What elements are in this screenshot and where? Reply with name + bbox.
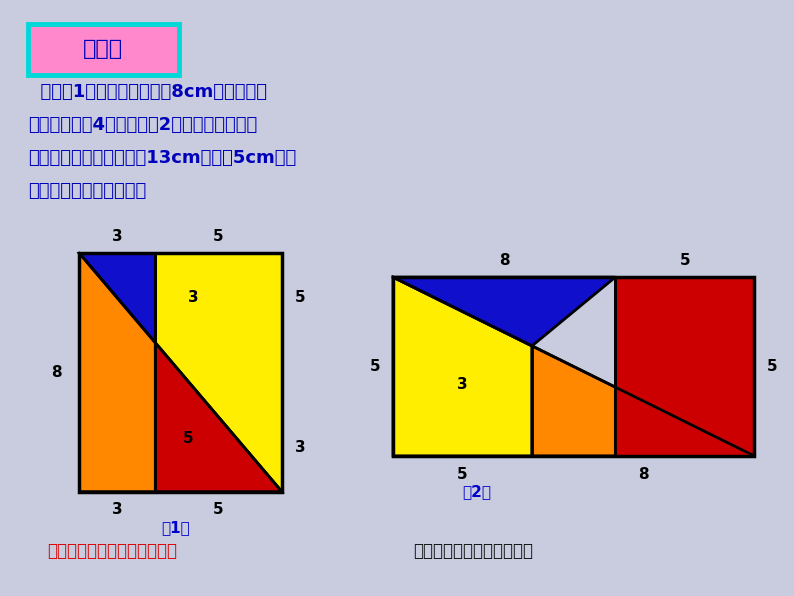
FancyBboxPatch shape: [28, 24, 179, 74]
Text: 5: 5: [183, 430, 194, 446]
Text: （2）: （2）: [462, 485, 491, 499]
Text: 3: 3: [112, 502, 123, 517]
Text: 从拼图操作中，你有何启发？: 从拼图操作中，你有何启发？: [48, 542, 178, 560]
Polygon shape: [615, 277, 754, 456]
Polygon shape: [79, 253, 156, 343]
Text: 5: 5: [214, 229, 224, 244]
Text: 5: 5: [214, 502, 224, 517]
Text: 8: 8: [499, 253, 510, 268]
Text: 方形纸片吗？先拼拼看！: 方形纸片吗？先拼拼看！: [28, 182, 146, 200]
Text: 这四块恰能拼成一个长为13cm，宽为5cm的长: 这四块恰能拼成一个长为13cm，宽为5cm的长: [28, 149, 296, 167]
Text: 3: 3: [295, 439, 305, 455]
Text: 片，把它剪成4块，按图（2）所示重新拼合。: 片，把它剪成4块，按图（2）所示重新拼合。: [28, 116, 257, 134]
Text: 3: 3: [188, 290, 198, 306]
Text: 5: 5: [457, 467, 468, 482]
Text: 3: 3: [112, 229, 123, 244]
Text: 5: 5: [680, 253, 690, 268]
Text: 5: 5: [295, 290, 305, 306]
Text: 8: 8: [638, 467, 649, 482]
Polygon shape: [156, 253, 282, 492]
Text: 如图（1），是一张边长为8cm的正方形纸: 如图（1），是一张边长为8cm的正方形纸: [28, 83, 267, 101]
Text: 3: 3: [457, 377, 468, 392]
Polygon shape: [393, 277, 532, 456]
Polygon shape: [393, 277, 615, 346]
Text: （1）: （1）: [161, 520, 191, 535]
Polygon shape: [79, 253, 156, 492]
Polygon shape: [532, 346, 615, 456]
Polygon shape: [156, 343, 282, 492]
Text: 做一做: 做一做: [83, 39, 123, 59]
Text: 8: 8: [52, 365, 62, 380]
Text: 实验和操作的结果会有误差: 实验和操作的结果会有误差: [413, 542, 533, 560]
Text: 5: 5: [370, 359, 380, 374]
Text: 5: 5: [767, 359, 777, 374]
